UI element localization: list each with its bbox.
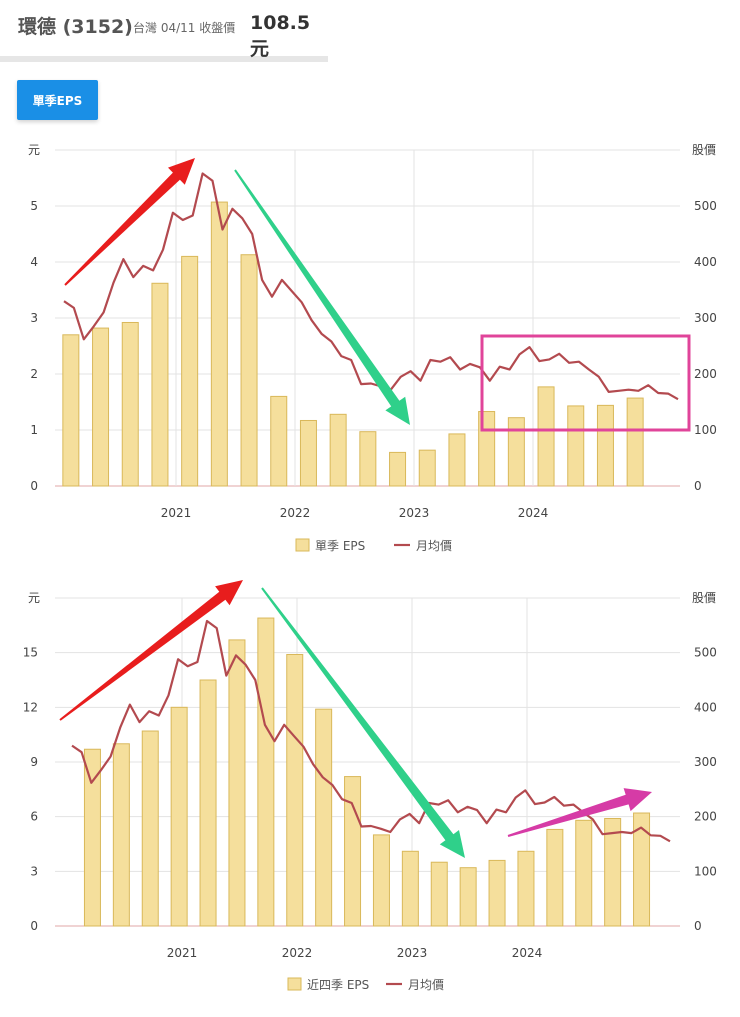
eps-bar (270, 395, 288, 487)
eps-bar (62, 334, 80, 487)
eps-bar (596, 404, 614, 487)
eps-bar (359, 431, 377, 487)
left-tick-label: 3 (30, 864, 38, 878)
eps-bar (170, 706, 188, 927)
eps-bar (567, 405, 585, 487)
eps-bar (537, 386, 555, 487)
stock-name: 環德 (3152) (18, 16, 133, 38)
year-label: 2023 (399, 506, 430, 520)
legend-bar-swatch (295, 538, 310, 552)
monthly-price-line (71, 619, 671, 843)
year-label: 2022 (282, 946, 313, 960)
legend-line-label: 月均價 (416, 539, 452, 553)
monthly-price-line (63, 172, 679, 401)
year-label: 2023 (397, 946, 428, 960)
close-price-value: 108.5 元 (250, 12, 311, 60)
eps-bar (83, 748, 101, 927)
eps-bar (344, 776, 362, 927)
eps-bar (372, 834, 390, 927)
eps-bar (418, 449, 436, 487)
stock-header: 環德 (3152) 台灣 04/11 收盤價 108.5 元 (0, 0, 328, 62)
eps-bar (633, 812, 651, 927)
quarterly-eps-chart: 元 股價 0 0 1 100 2 200 3 300 4 400 5 500 2021 2022 2023 202… (28, 143, 717, 553)
left-tick-label: 2 (30, 367, 38, 381)
year-label: 2021 (161, 506, 192, 520)
legend-bar-swatch (287, 977, 302, 991)
eps-bar (430, 861, 448, 927)
eps-bar (286, 653, 304, 927)
right-tick-label: 200 (694, 810, 717, 824)
close-price-label: 台灣 04/11 收盤價 (133, 21, 236, 35)
right-tick-label: 500 (694, 199, 717, 213)
eps-bar (181, 255, 199, 487)
legend-line-label: 月均價 (408, 978, 444, 992)
eps-bar (315, 708, 333, 927)
eps-bar (199, 679, 217, 927)
eps-bar (507, 417, 525, 487)
eps-bar (448, 433, 466, 487)
right-tick-label: 300 (694, 311, 717, 325)
left-tick-label: 9 (30, 755, 38, 769)
year-label: 2022 (280, 506, 311, 520)
eps-bar (459, 867, 477, 927)
right-tick-label: 0 (694, 919, 702, 933)
eps-bar (517, 850, 535, 927)
right-tick-label: 100 (694, 423, 717, 437)
right-axis-unit: 股價 (692, 143, 716, 157)
left-tick-label: 12 (23, 700, 38, 714)
right-tick-label: 400 (694, 700, 717, 714)
trailing-eps-chart: 元 股價 0 0 3 100 6 200 9 300 12 400 15 500 2021 2022 2023 2… (23, 580, 717, 992)
highlight-box (480, 334, 691, 432)
left-tick-label: 15 (23, 646, 38, 660)
eps-bar (604, 817, 622, 927)
decline-arrow (261, 587, 465, 858)
left-tick-label: 0 (30, 919, 38, 933)
right-tick-label: 200 (694, 367, 717, 381)
left-axis-unit: 元 (28, 143, 40, 157)
left-tick-label: 5 (30, 199, 38, 213)
year-label: 2024 (518, 506, 549, 520)
eps-bar (92, 327, 110, 487)
eps-bar (240, 254, 258, 487)
eps-bar (329, 413, 347, 487)
eps-bar (121, 321, 139, 487)
eps-bar (389, 451, 407, 487)
left-axis-unit: 元 (28, 591, 40, 605)
legend-bar-label: 單季 EPS (315, 539, 365, 553)
year-label: 2024 (512, 946, 543, 960)
right-axis-unit: 股價 (692, 591, 716, 605)
eps-bar (257, 617, 275, 927)
eps-bar (151, 282, 169, 487)
left-tick-label: 3 (30, 311, 38, 325)
rise-arrow (64, 158, 195, 286)
eps-bar (112, 743, 130, 927)
eps-bar (228, 639, 246, 927)
tab-quarterly-eps[interactable]: 單季EPS (17, 80, 98, 120)
decline-arrow (234, 169, 410, 425)
eps-bar (546, 828, 564, 927)
year-label: 2021 (167, 946, 198, 960)
right-tick-label: 400 (694, 255, 717, 269)
eps-bar (575, 819, 593, 927)
left-tick-label: 1 (30, 423, 38, 437)
eps-bar (488, 859, 506, 927)
rise-arrow (59, 580, 244, 721)
eps-bar (401, 850, 419, 927)
eps-bar (141, 730, 159, 927)
right-tick-label: 100 (694, 864, 717, 878)
recovery-arrow (507, 788, 652, 837)
eps-bar (626, 397, 644, 487)
eps-bar (210, 201, 228, 487)
right-tick-label: 300 (694, 755, 717, 769)
right-tick-label: 0 (694, 479, 702, 493)
eps-bar (299, 419, 317, 487)
left-tick-label: 6 (30, 810, 38, 824)
left-tick-label: 4 (30, 255, 38, 269)
legend-bar-label: 近四季 EPS (307, 978, 369, 992)
right-tick-label: 500 (694, 646, 717, 660)
left-tick-label: 0 (30, 479, 38, 493)
